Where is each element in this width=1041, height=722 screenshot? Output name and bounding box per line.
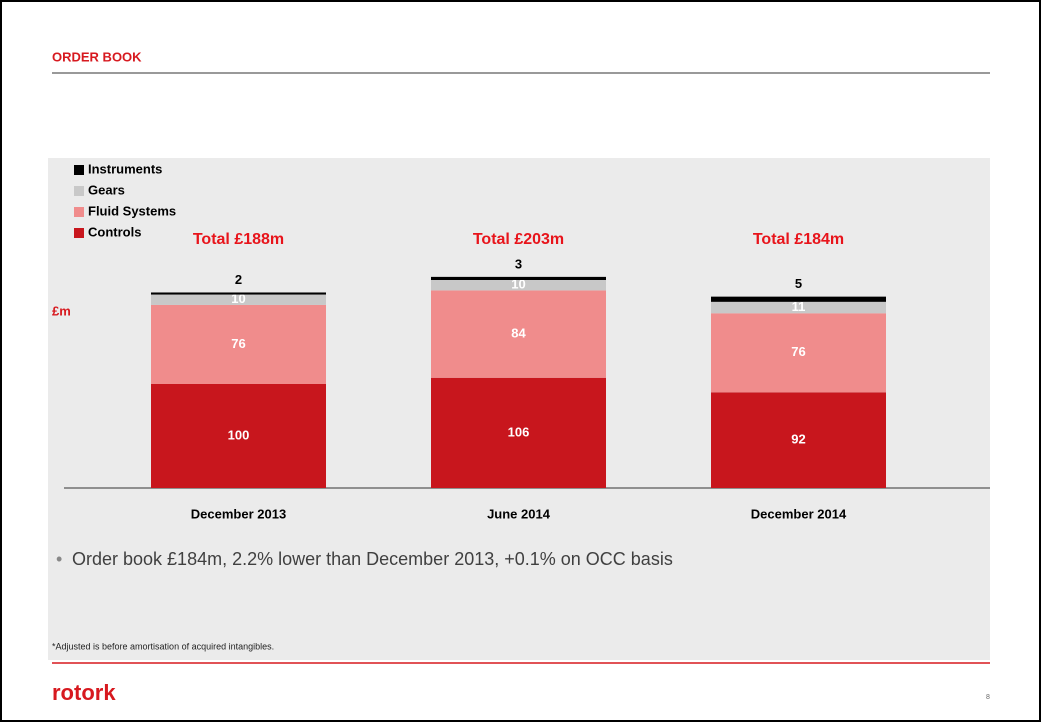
legend-label: Controls bbox=[88, 224, 141, 239]
footnote: *Adjusted is before amortisation of acqu… bbox=[52, 641, 274, 651]
chart: 100 76 10 2 Total £188m December 2013 106 84 10 3… bbox=[74, 161, 886, 521]
page-number: 8 bbox=[986, 694, 990, 701]
bar-segment bbox=[151, 292, 326, 295]
bar-segment bbox=[151, 304, 326, 384]
slide-title: ORDER BOOK bbox=[52, 49, 142, 64]
data-label: 100 bbox=[228, 427, 250, 442]
data-label: 10 bbox=[511, 277, 525, 292]
bar-segment bbox=[151, 294, 326, 305]
data-label: 106 bbox=[508, 424, 530, 439]
legend-swatch bbox=[74, 165, 84, 175]
data-label: 76 bbox=[791, 344, 805, 359]
bar-segment bbox=[431, 280, 606, 291]
bar-segment bbox=[711, 301, 886, 314]
x-tick-label: December 2013 bbox=[191, 506, 286, 521]
data-label: 92 bbox=[791, 432, 805, 447]
legend-label: Fluid Systems bbox=[88, 203, 176, 218]
data-label: 84 bbox=[511, 326, 526, 341]
data-label: 2 bbox=[235, 272, 242, 287]
bar-segment bbox=[431, 377, 606, 488]
y-axis-label: £m bbox=[52, 303, 71, 318]
legend-label: Instruments bbox=[88, 161, 162, 176]
legend-swatch bbox=[74, 186, 84, 196]
bar-segment bbox=[151, 384, 326, 488]
bullet-text: Order book £184m, 2.2% lower than Decemb… bbox=[72, 549, 673, 569]
data-label: 11 bbox=[792, 299, 806, 314]
total-annotation: Total £203m bbox=[473, 231, 564, 248]
data-label: 5 bbox=[795, 276, 802, 291]
logo: rotork bbox=[52, 680, 116, 705]
legend-label: Gears bbox=[88, 182, 125, 197]
data-label: 10 bbox=[231, 291, 245, 306]
data-label: 3 bbox=[515, 256, 522, 271]
total-annotation: Total £184m bbox=[753, 231, 844, 248]
total-annotation: Total £188m bbox=[193, 231, 284, 248]
data-label: 76 bbox=[231, 336, 245, 351]
x-tick-label: June 2014 bbox=[487, 506, 551, 521]
bar-segment bbox=[431, 290, 606, 378]
bar-segment bbox=[711, 313, 886, 393]
bar-segment bbox=[711, 296, 886, 302]
bullet-marker: • bbox=[56, 549, 62, 569]
legend-swatch bbox=[74, 207, 84, 217]
x-tick-label: December 2014 bbox=[751, 506, 847, 521]
bar-segment bbox=[431, 276, 606, 280]
bar-segment bbox=[711, 392, 886, 488]
legend-swatch bbox=[74, 228, 84, 238]
